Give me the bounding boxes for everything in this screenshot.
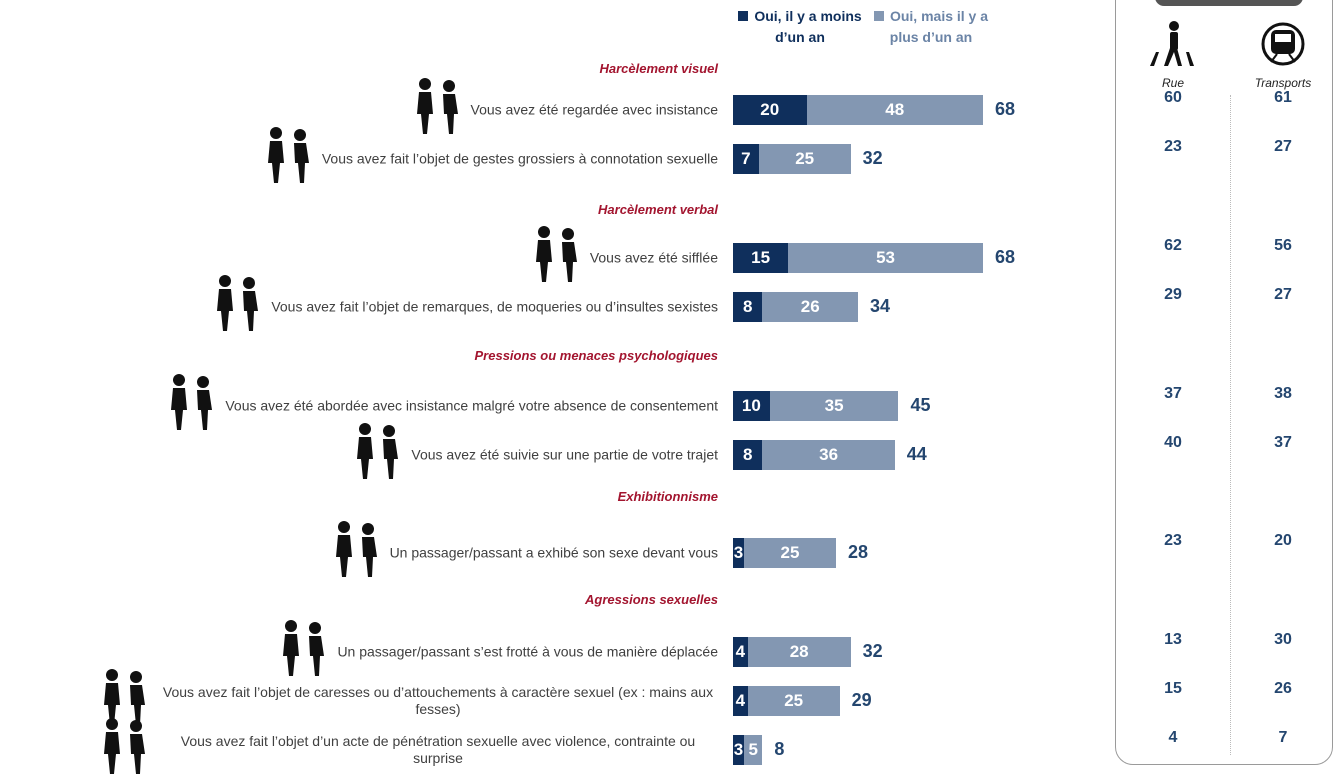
bar-total: 34 — [870, 296, 891, 316]
row-label: Un passager/passant a exhibé son sexe de… — [389, 544, 718, 561]
row-icon — [409, 76, 465, 136]
row-label: Vous avez fait l’objet de gestes grossie… — [321, 150, 718, 167]
bar-segment: 28 — [747, 637, 851, 667]
bar-segment: 36 — [762, 440, 895, 470]
table-value: 4 — [1168, 729, 1178, 746]
table-value: 40 — [1164, 434, 1182, 451]
row-icon — [163, 372, 219, 432]
bar-segment: 48 — [806, 95, 983, 125]
bar-total: 28 — [847, 542, 868, 562]
bar-segment: 4 — [733, 686, 748, 716]
row-label: Un passager/passant s’est frotté à vous … — [337, 643, 718, 660]
bar-total: 8 — [774, 739, 785, 759]
row-icon — [328, 519, 384, 579]
bar-total: 44 — [906, 444, 927, 464]
column-header: Transports — [1254, 76, 1312, 90]
legend-label: Oui, il y a moins d’un an — [754, 8, 862, 45]
row-label: Vous avez été abordée avec insistance ma… — [225, 397, 718, 414]
table-value: 27 — [1274, 138, 1292, 155]
table-value: 29 — [1164, 286, 1182, 303]
row-icon — [209, 273, 265, 333]
bar-segment: 5 — [744, 735, 763, 765]
legend-swatch — [873, 11, 884, 21]
legend-swatch — [738, 11, 749, 21]
row-label: Vous avez été suivie sur une partie de v… — [411, 446, 718, 463]
bar-segment: 25 — [758, 144, 851, 174]
bar-segment: 25 — [744, 538, 836, 568]
table-value: 27 — [1274, 286, 1292, 303]
bar-segment: 7 — [733, 144, 759, 174]
bar-total: 29 — [851, 690, 872, 710]
bar-segment: 35 — [769, 391, 899, 421]
table-value: 23 — [1164, 532, 1182, 549]
bar-segment: 25 — [747, 686, 840, 716]
table-value: 26 — [1274, 680, 1292, 697]
table-value: 30 — [1274, 631, 1292, 648]
row-label: Vous avez été regardée avec insistance — [470, 101, 719, 118]
table-value: 37 — [1274, 434, 1292, 451]
bar-segment: 3 — [733, 735, 745, 765]
bar-segment: 8 — [733, 440, 763, 470]
section-title: Agressions sexuelles — [585, 592, 718, 607]
table-value: 38 — [1274, 385, 1292, 402]
row-label: Vous avez fait l’objet de remarques, de … — [271, 298, 718, 315]
row-icon — [260, 125, 316, 185]
row-icon — [349, 421, 405, 481]
table-value: 60 — [1164, 89, 1182, 106]
table-value: 7 — [1278, 729, 1288, 746]
table-value: 13 — [1164, 631, 1182, 648]
bar-segment: 10 — [733, 391, 770, 421]
bar-segment: 3 — [733, 538, 745, 568]
bar-total: 68 — [995, 99, 1016, 119]
row-icon — [96, 667, 152, 727]
bar-total: 45 — [910, 395, 931, 415]
section-title: Harcèlement visuel — [599, 61, 718, 76]
table-value: 37 — [1164, 385, 1182, 402]
table-value: 23 — [1164, 138, 1182, 155]
section-title: Exhibitionnisme — [617, 489, 718, 504]
table-value: 62 — [1164, 237, 1182, 254]
legend-label: Oui, mais il y a plus d’un an — [889, 8, 989, 45]
legend-entry: Oui, mais il y a plus d’un an — [866, 6, 996, 48]
bar-segment: 15 — [733, 243, 789, 273]
column-header: Rue — [1161, 76, 1184, 90]
row-label: Vous avez été sifflée — [589, 249, 718, 266]
table-tab — [1155, 0, 1303, 6]
bar-segment: 20 — [733, 95, 807, 125]
bar-segment: 53 — [788, 243, 983, 273]
section-title: Harcèlement verbal — [598, 202, 718, 217]
table-panel — [1115, 0, 1333, 765]
bar-total: 32 — [862, 148, 883, 168]
row-icon — [275, 618, 331, 678]
table-value: 56 — [1274, 237, 1292, 254]
table-value: 15 — [1164, 680, 1182, 697]
bar-segment: 8 — [733, 292, 763, 322]
legend-entry: Oui, il y a moins d’un an — [735, 6, 865, 48]
row-icon — [96, 716, 152, 776]
table-value: 61 — [1274, 89, 1292, 106]
bar-total: 32 — [862, 641, 883, 661]
bar-total: 68 — [995, 247, 1016, 267]
bar-segment: 4 — [733, 637, 748, 667]
row-icon — [528, 224, 584, 284]
row-label: Vous avez fait l’objet de caresses ou d’… — [162, 684, 714, 717]
column-divider — [1230, 95, 1231, 755]
table-icons — [1150, 21, 1305, 66]
bar-segment: 26 — [762, 292, 858, 322]
section-title: Pressions ou menaces psychologiques — [474, 348, 718, 363]
table-value: 20 — [1274, 532, 1292, 549]
row-label: Vous avez fait l’objet d’un acte de péné… — [180, 733, 696, 766]
